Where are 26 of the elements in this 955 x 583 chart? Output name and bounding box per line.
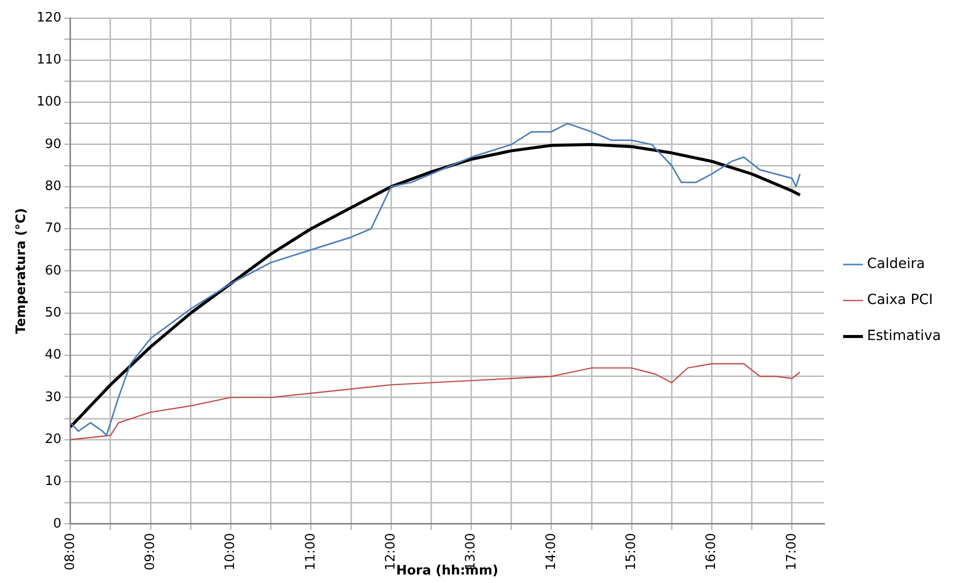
legend-label: Estimativa bbox=[867, 328, 942, 344]
y-tick-label: 30 bbox=[44, 390, 62, 405]
y-tick-label: 80 bbox=[44, 179, 62, 194]
x-tick-label: 16:00 bbox=[704, 532, 720, 570]
y-tick-label: 100 bbox=[36, 94, 62, 110]
x-tick-label: 11:00 bbox=[303, 532, 318, 570]
x-tick-label: 14:00 bbox=[544, 532, 559, 570]
x-tick-label: 15:00 bbox=[624, 532, 639, 570]
y-tick-label: 50 bbox=[44, 306, 62, 321]
y-tick-label: 70 bbox=[44, 221, 62, 236]
x-tick-label: 08:00 bbox=[62, 532, 78, 570]
x-tick-label: 12:00 bbox=[383, 532, 398, 570]
x-tick-label: 10:00 bbox=[223, 532, 238, 570]
x-tick-label: 17:00 bbox=[784, 532, 800, 570]
y-axis-title: Temperatura (°C) bbox=[14, 208, 30, 334]
y-tick-label: 110 bbox=[36, 52, 62, 68]
y-tick-label: 120 bbox=[36, 10, 62, 26]
x-tick-label: 09:00 bbox=[142, 532, 158, 570]
y-tick-label: 90 bbox=[44, 136, 62, 152]
y-tick-label: 40 bbox=[44, 348, 62, 363]
y-tick-label: 0 bbox=[53, 516, 62, 532]
legend-label: Caldeira bbox=[867, 256, 925, 272]
y-tick-label: 20 bbox=[44, 432, 62, 447]
y-tick-label: 10 bbox=[44, 474, 62, 490]
y-tick-label: 60 bbox=[44, 263, 62, 278]
legend-label: Caixa PCI bbox=[867, 292, 933, 308]
